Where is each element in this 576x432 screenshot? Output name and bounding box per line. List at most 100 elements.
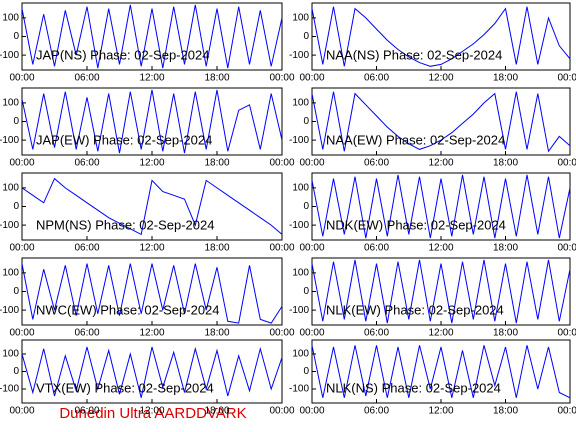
panel-frame <box>311 339 571 404</box>
x-tick-label: 18:00 <box>493 158 518 169</box>
y-tick-label: 0 <box>13 31 19 42</box>
y-tick-label: -100 <box>0 384 19 395</box>
x-tick-label: 18:00 <box>204 158 229 169</box>
y-tick-label: 0 <box>303 201 309 212</box>
x-tick-label: 00:00 <box>557 406 576 417</box>
panel-frame <box>311 172 571 241</box>
y-tick-label: 0 <box>303 31 309 42</box>
x-tick-label: 06:00 <box>74 243 99 254</box>
phase-line <box>311 345 571 399</box>
x-tick-label: 00:00 <box>269 328 294 339</box>
x-tick-label: 00:00 <box>269 158 294 169</box>
x-tick-label: 12:00 <box>428 158 453 169</box>
panel-frame <box>21 257 283 326</box>
x-tick-label: 00:00 <box>269 243 294 254</box>
x-tick-label: 00:00 <box>299 73 324 84</box>
x-tick-label: 18:00 <box>204 73 229 84</box>
x-tick-label: 06:00 <box>74 406 99 417</box>
phase-line <box>311 259 571 324</box>
x-tick-label: 18:00 <box>204 406 229 417</box>
y-tick-label: 100 <box>2 268 19 279</box>
phase-line <box>311 91 571 153</box>
y-tick-label: 0 <box>13 201 19 212</box>
phase-line <box>21 89 283 154</box>
x-tick-label: 12:00 <box>139 73 164 84</box>
panel-frame <box>311 257 571 326</box>
x-tick-label: 18:00 <box>493 328 518 339</box>
x-tick-label: 06:00 <box>364 73 389 84</box>
x-tick-label: 12:00 <box>428 243 453 254</box>
panel-title: NLK(NS) Phase: 02-Sep-2024 <box>326 380 501 395</box>
y-tick-label: 0 <box>13 366 19 377</box>
phase-line <box>21 263 283 324</box>
panel-title: NWC(EW) Phase: 02-Sep-2024 <box>36 302 220 317</box>
x-tick-label: 18:00 <box>204 328 229 339</box>
panel-frame <box>21 339 283 404</box>
phase-line <box>21 177 283 236</box>
y-tick-label: -100 <box>0 305 19 316</box>
y-tick-label: -100 <box>0 50 19 61</box>
x-tick-label: 00:00 <box>299 328 324 339</box>
panel-frame <box>21 2 283 71</box>
y-tick-label: 100 <box>2 13 19 24</box>
y-tick-label: 0 <box>303 116 309 127</box>
y-tick-label: -100 <box>289 384 309 395</box>
x-tick-label: 18:00 <box>493 73 518 84</box>
x-tick-label: 12:00 <box>428 406 453 417</box>
y-tick-label: 0 <box>303 286 309 297</box>
phase-line <box>311 174 571 239</box>
y-tick-label: -100 <box>289 305 309 316</box>
y-tick-label: -100 <box>289 50 309 61</box>
x-tick-label: 12:00 <box>428 328 453 339</box>
x-tick-label: 00:00 <box>557 328 576 339</box>
x-tick-label: 06:00 <box>74 158 99 169</box>
x-tick-label: 18:00 <box>493 406 518 417</box>
x-tick-label: 12:00 <box>428 73 453 84</box>
x-tick-label: 00:00 <box>9 158 34 169</box>
y-tick-label: 100 <box>2 183 19 194</box>
phase-line <box>21 346 283 398</box>
y-tick-label: 100 <box>2 98 19 109</box>
y-tick-label: -100 <box>0 220 19 231</box>
footer: Dunedin Ultra AARDDVARK <box>59 405 246 422</box>
y-tick-label: 0 <box>303 366 309 377</box>
y-tick-label: 100 <box>292 98 309 109</box>
y-tick-label: 100 <box>292 183 309 194</box>
x-tick-label: 00:00 <box>557 243 576 254</box>
x-tick-label: 00:00 <box>9 73 34 84</box>
panel-title: NAA(EW) Phase: 02-Sep-2024 <box>326 132 505 147</box>
y-tick-label: 100 <box>2 349 19 360</box>
x-tick-label: 00:00 <box>269 73 294 84</box>
panel-title: NLK(EW) Phase: 02-Sep-2024 <box>326 302 504 317</box>
y-tick-label: 100 <box>292 13 309 24</box>
panel-frame <box>21 172 283 241</box>
panel-title: VTX(EW) Phase: 02-Sep-2024 <box>36 380 214 395</box>
x-tick-label: 00:00 <box>557 158 576 169</box>
panel-title: NAA(NS) Phase: 02-Sep-2024 <box>326 47 502 62</box>
x-tick-label: 06:00 <box>364 158 389 169</box>
y-tick-label: 100 <box>292 349 309 360</box>
panel-frame <box>311 2 571 71</box>
y-tick-label: 0 <box>13 116 19 127</box>
panel-title: NPM(NS) Phase: 02-Sep-2024 <box>36 217 214 232</box>
x-tick-label: 12:00 <box>139 243 164 254</box>
x-tick-label: 00:00 <box>9 406 34 417</box>
phase-line <box>311 6 571 67</box>
panel-title: JAP(EW) Phase: 02-Sep-2024 <box>36 132 212 147</box>
y-tick-label: -100 <box>289 135 309 146</box>
y-tick-label: -100 <box>289 220 309 231</box>
x-tick-label: 00:00 <box>557 73 576 84</box>
x-tick-label: 00:00 <box>299 158 324 169</box>
x-tick-label: 00:00 <box>9 243 34 254</box>
x-tick-label: 06:00 <box>364 406 389 417</box>
x-tick-label: 06:00 <box>74 328 99 339</box>
x-tick-label: 18:00 <box>493 243 518 254</box>
x-tick-label: 06:00 <box>364 328 389 339</box>
x-tick-label: 00:00 <box>269 406 294 417</box>
panel-title: NDK(EW) Phase: 02-Sep-2024 <box>326 217 506 232</box>
x-tick-label: 12:00 <box>139 406 164 417</box>
panel-frame <box>21 87 283 156</box>
x-tick-label: 18:00 <box>204 243 229 254</box>
x-tick-label: 12:00 <box>139 328 164 339</box>
